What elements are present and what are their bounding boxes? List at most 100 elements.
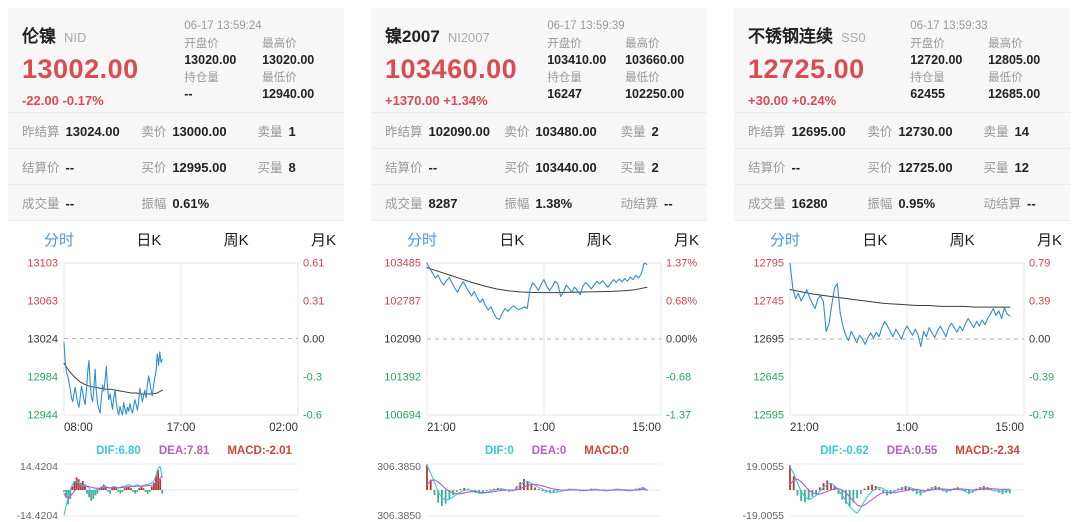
quote-summary: 伦镍 NID 13002.00 -22.00 -0.17%	[22, 18, 184, 108]
bid-size-label: 买量	[620, 161, 646, 175]
amplitude-label: 振幅	[504, 197, 530, 211]
ask-size-label: 卖量	[983, 125, 1009, 139]
svg-text:0.39: 0.39	[1029, 296, 1050, 308]
svg-text:0.79: 0.79	[1029, 258, 1050, 270]
bid-size-label: 买量	[257, 161, 283, 175]
svg-text:306.3850: 306.3850	[377, 461, 421, 473]
quote-header: 不锈钢连续 SS0 12725.00 +30.00 +0.24% 06-17 1…	[734, 8, 1070, 113]
tab-monthly-k[interactable]: 月K	[673, 231, 699, 249]
last-price: 13002.00	[22, 54, 139, 84]
price-change: -22.00 -0.17%	[22, 93, 104, 108]
instrument-name: 伦镍	[22, 27, 56, 46]
prev-settle-value: 102090.00	[428, 124, 490, 139]
last-price: 12725.00	[748, 54, 865, 84]
quote-stats: 06-17 13:59:24 开盘价 13020.00 最高价 13020.00…	[184, 18, 334, 106]
tab-timeshare[interactable]: 分时	[44, 231, 75, 249]
ask-size-value: 1	[288, 124, 296, 139]
tab-daily-k[interactable]: 日K	[499, 231, 525, 249]
svg-text:0.68%: 0.68%	[666, 296, 697, 308]
svg-text:-0.6: -0.6	[303, 410, 322, 422]
dea-value: DEA:0	[531, 444, 567, 457]
open-interest-stat: 持仓量 62455	[910, 71, 982, 105]
tab-timeshare[interactable]: 分时	[770, 231, 801, 249]
detail-row: 昨结算 12695.00 卖价 12730.00 卖量 14	[734, 113, 1070, 149]
tab-daily-k[interactable]: 日K	[136, 231, 162, 249]
amplitude-value: 0.95%	[898, 196, 936, 211]
quote-panel: 伦镍 NID 13002.00 -22.00 -0.17% 06-17 13:5…	[8, 8, 344, 522]
last-price: 103460.00	[385, 54, 518, 84]
svg-text:0.00: 0.00	[1029, 334, 1050, 346]
ask-price-label: 卖价	[867, 125, 893, 139]
svg-text:14.4204: 14.4204	[20, 461, 58, 473]
ask-size-label: 卖量	[620, 125, 646, 139]
low-price-value: 12940.00	[262, 87, 315, 101]
detail-row: 结算价 -- 买价 103440.00 买量 2	[371, 149, 707, 185]
instrument-name: 不锈钢连续	[748, 27, 833, 46]
volume-value: 16280	[791, 196, 828, 211]
bid-size-label: 买量	[983, 161, 1009, 175]
price-change: +1370.00 +1.34%	[385, 93, 488, 108]
tab-daily-k[interactable]: 日K	[862, 231, 888, 249]
svg-text:12795: 12795	[753, 258, 784, 270]
svg-text:306.3850: 306.3850	[377, 510, 421, 522]
svg-text:15:00: 15:00	[995, 422, 1024, 434]
tab-monthly-k[interactable]: 月K	[310, 231, 336, 249]
amplitude-value: 0.61%	[172, 196, 210, 211]
quote-detail-rows: 昨结算 102090.00 卖价 103480.00 卖量 2 结算价 -- 买价 103…	[371, 113, 707, 221]
quote-panel: 不锈钢连续 SS0 12725.00 +30.00 +0.24% 06-17 1…	[734, 8, 1070, 522]
macd-chart[interactable]: 14.4204 -14.4204	[8, 458, 344, 522]
svg-text:17:00: 17:00	[167, 422, 196, 434]
svg-text:12595: 12595	[753, 410, 784, 422]
high-price-value: 13020.00	[262, 53, 315, 67]
ask-size-value: 2	[651, 124, 659, 139]
volume-label: 成交量	[385, 197, 423, 211]
open-interest-value: 62455	[910, 87, 945, 101]
svg-text:12944: 12944	[27, 410, 58, 422]
quote-header: 伦镍 NID 13002.00 -22.00 -0.17% 06-17 13:5…	[8, 8, 344, 113]
low-price-stat: 最低价 12685.00	[988, 71, 1060, 105]
macd-value: MACD:0	[584, 444, 629, 457]
intraday-chart[interactable]: 103485 1.37% 102787 0.68% 102090 0.00% 101392 -…	[371, 257, 707, 443]
dyn-settle-label: 动结算	[983, 197, 1021, 211]
tab-weekly-k[interactable]: 周K	[949, 231, 975, 249]
high-price-stat: 最高价 13020.00	[262, 37, 334, 71]
settle-price-label: 结算价	[22, 161, 60, 175]
detail-row: 成交量 -- 振幅 0.61%	[8, 185, 344, 221]
svg-text:-14.4204: -14.4204	[17, 510, 59, 522]
tab-timeshare[interactable]: 分时	[407, 231, 438, 249]
intraday-chart[interactable]: 13103 0.61 13063 0.31 13024 0.00 12984 -0.3 1294…	[8, 257, 344, 443]
instrument-code: SS0	[841, 30, 866, 45]
open-price-stat: 开盘价 13020.00	[184, 37, 256, 71]
chart-period-tabs: 分时 日K 周K 月K	[734, 221, 1070, 257]
ask-price-value: 12730.00	[898, 124, 953, 139]
bid-price-value: 12725.00	[898, 160, 953, 175]
macd-legend: DIF:-0.62 DEA:0.55 MACD:-2.34	[734, 443, 1070, 458]
tab-monthly-k[interactable]: 月K	[1036, 231, 1062, 249]
ask-price-label: 卖价	[141, 125, 167, 139]
open-interest-stat: 持仓量 --	[184, 71, 256, 105]
svg-text:21:00: 21:00	[790, 422, 819, 434]
settle-price-value: --	[791, 160, 801, 175]
open-price-value: 103410.00	[547, 53, 607, 67]
high-price-stat: 最高价 103660.00	[625, 37, 697, 71]
ask-size-label: 卖量	[257, 125, 283, 139]
instrument-code: NI2007	[447, 30, 490, 45]
svg-text:0.31: 0.31	[303, 296, 324, 308]
open-interest-stat: 持仓量 16247	[547, 71, 619, 105]
low-price-value: 102250.00	[625, 87, 685, 101]
dea-value: DEA:0.55	[886, 444, 938, 457]
open-price-value: 13020.00	[184, 53, 237, 67]
tab-weekly-k[interactable]: 周K	[586, 231, 612, 249]
macd-chart[interactable]: 19.0055 -19.0055	[734, 458, 1070, 522]
tab-weekly-k[interactable]: 周K	[223, 231, 249, 249]
macd-chart[interactable]: 306.3850 306.3850	[371, 458, 707, 522]
quote-header: 镍2007 NI2007 103460.00 +1370.00 +1.34% 0…	[371, 8, 707, 113]
quote-stats: 06-17 13:59:39 开盘价 103410.00 最高价 103660.…	[547, 18, 697, 106]
intraday-chart[interactable]: 12795 0.79 12745 0.39 12695 0.00 12645 -0.39 125…	[734, 257, 1070, 443]
quote-time: 06-17 13:59:24	[184, 20, 262, 32]
macd-value: MACD:-2.01	[227, 444, 292, 457]
volume-label: 成交量	[22, 197, 60, 211]
amplitude-label: 振幅	[141, 197, 167, 211]
prev-settle-label: 昨结算	[748, 125, 786, 139]
low-price-value: 12685.00	[988, 87, 1041, 101]
